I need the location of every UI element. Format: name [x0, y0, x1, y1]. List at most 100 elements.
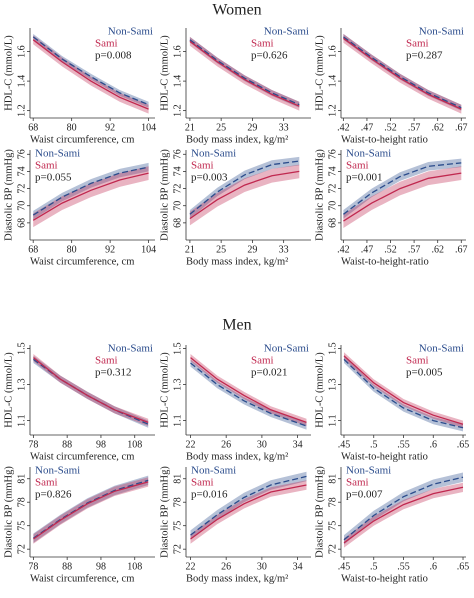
ci-band: [189, 36, 300, 111]
series-line: [343, 476, 464, 541]
x-tick-label: 30: [257, 439, 267, 450]
x-tick-label: .6: [430, 561, 438, 572]
y-axis-label: Diastolic BP (mmHg): [159, 149, 170, 241]
x-tick-label: .45: [338, 561, 351, 572]
x-tick-label: 98: [96, 439, 106, 450]
x-tick-label: 21: [185, 122, 195, 133]
legend-entry: Sami: [346, 160, 369, 172]
legend-entry: Non-Sami: [191, 148, 236, 160]
series-line: [33, 481, 149, 540]
x-tick-label: 92: [105, 244, 115, 255]
legend-entry: Sami: [251, 38, 274, 50]
y-tick-label: 81: [172, 474, 183, 484]
x-tick-label: 26: [221, 439, 231, 450]
x-tick-label: 104: [141, 122, 156, 133]
ci-band: [33, 475, 149, 543]
y-tick-label: 78: [172, 497, 183, 507]
p-value: p=0.005: [406, 367, 443, 379]
legend-entry: Non-Sami: [346, 148, 391, 160]
x-tick-label: 98: [96, 561, 106, 572]
x-tick-label: 29: [247, 122, 257, 133]
y-tick-label: 75: [172, 521, 183, 531]
y-tick-label: 1.1: [327, 414, 338, 427]
y-tick-label: 68: [16, 218, 27, 228]
y-tick-label: 1.6: [327, 45, 338, 58]
y-axis-label: HDL-C (mmol/L): [314, 35, 325, 111]
series-line: [32, 172, 149, 221]
y-tick-label: 72: [16, 184, 27, 194]
y-axis-label: HDL-C (mmol/L): [3, 35, 14, 111]
y-tick-label: 70: [327, 201, 338, 211]
x-tick-label: .65: [457, 561, 470, 572]
y-tick-label: 1.1: [172, 414, 183, 427]
x-tick-label: .47: [361, 244, 374, 255]
legend-entry: Non-Sami: [346, 465, 391, 477]
legend-entry: Non-Sami: [419, 26, 464, 38]
legend-entry: Sami: [35, 160, 58, 172]
x-tick-label: 25: [216, 244, 226, 255]
series-line: [343, 486, 464, 544]
y-axis-label: Diastolic BP (mmHg): [3, 149, 14, 241]
p-value: p=0.055: [35, 172, 72, 184]
y-tick-label: 1.2: [172, 104, 183, 117]
y-tick-label: 74: [16, 166, 27, 176]
legend-entry: Sami: [35, 477, 58, 489]
y-tick-label: 72: [172, 184, 183, 194]
y-tick-label: 68: [172, 218, 183, 228]
y-tick-label: 1.4: [327, 75, 338, 88]
panel: 72 75 78 81 22 26 30 34 Body mass index, kg/m² Di…: [159, 465, 311, 584]
y-tick-label: 74: [172, 166, 183, 176]
ci-band: [33, 354, 149, 426]
y-tick-label: 1.5: [16, 342, 27, 355]
y-tick-label: 70: [16, 201, 27, 211]
x-tick-label: .52: [384, 244, 397, 255]
legend-entry: Sami: [251, 355, 274, 367]
x-axis-label: Body mass index, kg/m²: [186, 573, 288, 584]
ci-band: [344, 355, 463, 432]
series-line: [343, 358, 464, 429]
x-axis-label: Body mass index, kg/m²: [186, 134, 288, 145]
p-value: p=0.001: [346, 172, 382, 184]
legend-entry: Sami: [406, 355, 429, 367]
legend-entry: Sami: [95, 355, 118, 367]
series-line: [33, 479, 149, 539]
x-tick-label: 26: [221, 561, 231, 572]
y-tick-label: 76: [16, 149, 27, 159]
legend-entry: Sami: [191, 160, 214, 172]
y-tick-label: 68: [327, 218, 338, 228]
x-tick-label: 88: [62, 439, 72, 450]
x-tick-label: 108: [127, 561, 142, 572]
y-tick-label: 72: [327, 184, 338, 194]
x-tick-label: 34: [293, 439, 303, 450]
x-tick-label: 88: [62, 561, 72, 572]
x-tick-label: 104: [141, 244, 156, 255]
y-tick-label: 75: [327, 521, 338, 531]
ci-band: [190, 354, 307, 426]
legend-entry: Sami: [406, 38, 429, 50]
panel: 1.1 1.3 1.5 22 26 30 34 Body mass index, kg/m² H…: [159, 342, 311, 462]
x-tick-label: 68: [28, 244, 38, 255]
p-value: p=0.287: [406, 50, 443, 62]
x-tick-label: 108: [127, 439, 142, 450]
x-axis-label: Waist-to-height ratio: [341, 573, 428, 584]
series-line: [343, 172, 462, 222]
series-line: [343, 36, 462, 109]
y-tick-label: 72: [16, 544, 27, 554]
series-line: [189, 40, 300, 107]
series-line: [343, 162, 462, 215]
x-tick-label: 34: [293, 561, 303, 572]
panel: 1.2 1.4 1.6 68 80 92 104 Waist circumference, c…: [3, 26, 156, 146]
y-tick-label: 1.2: [327, 104, 338, 117]
x-tick-label: .5: [370, 561, 378, 572]
legend-entry: Sami: [191, 477, 214, 489]
legend-entry: Non-Sami: [108, 343, 153, 355]
x-tick-label: 25: [216, 122, 226, 133]
y-axis-label: HDL-C (mmol/L): [159, 352, 170, 428]
ci-band: [33, 35, 149, 114]
series-line: [32, 39, 149, 110]
p-value: p=0.003: [191, 172, 228, 184]
series-line: [32, 166, 149, 216]
x-tick-label: 68: [28, 122, 38, 133]
